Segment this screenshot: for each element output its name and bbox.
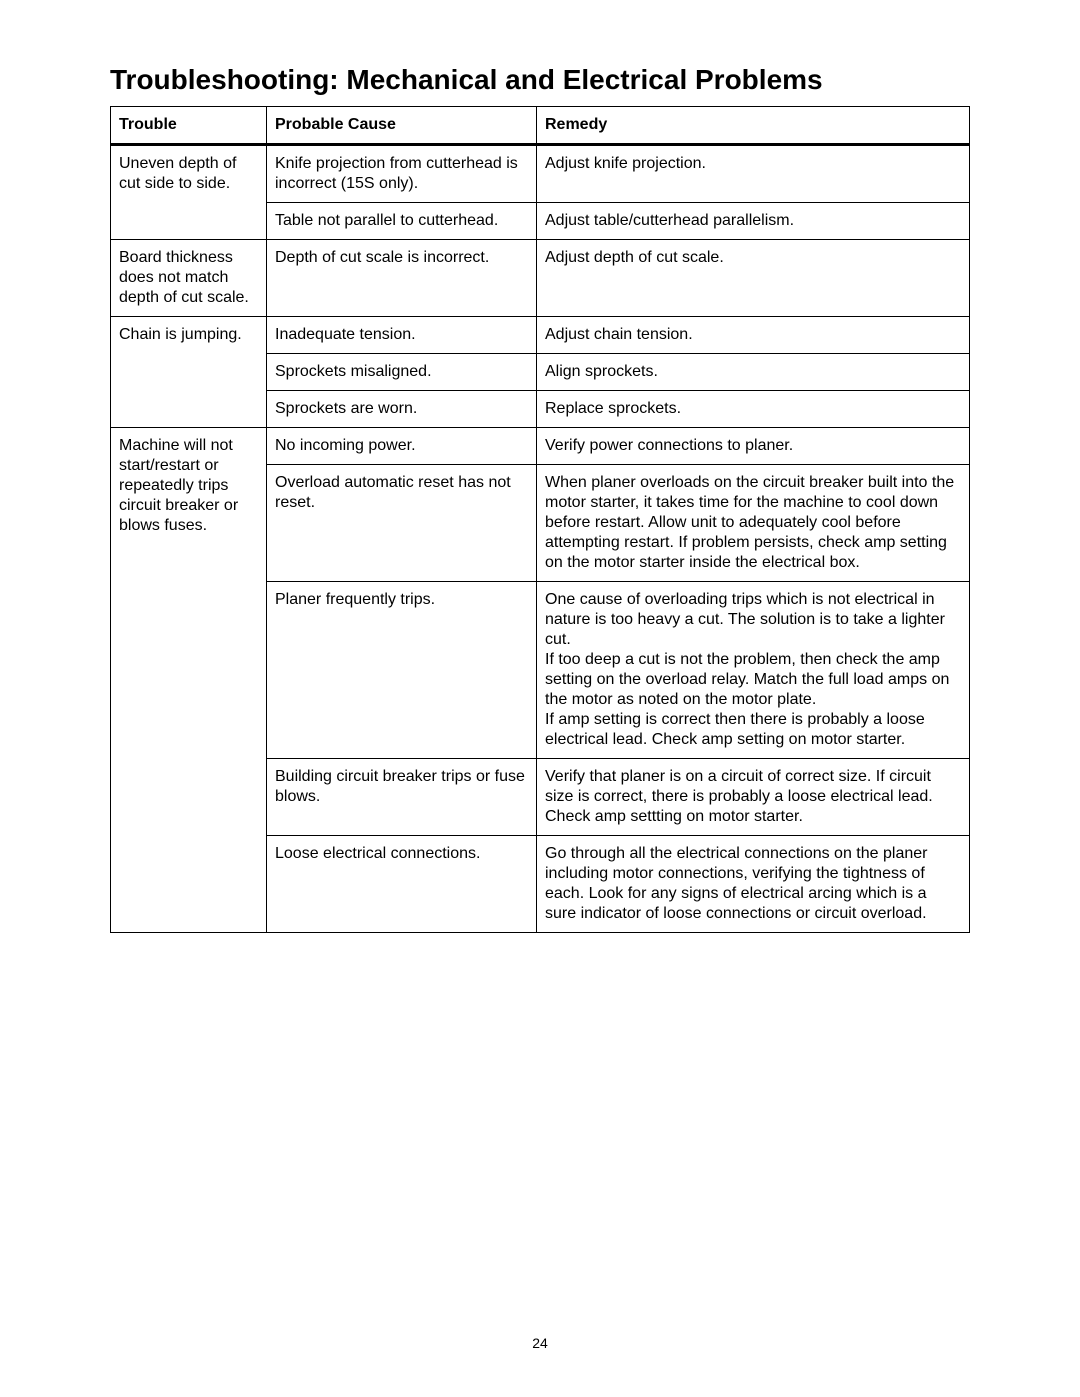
cell-cause: Building circuit breaker trips or fuse b… (267, 759, 537, 836)
col-header-remedy: Remedy (537, 107, 970, 145)
cell-trouble: Uneven depth of cut side to side. (111, 145, 267, 240)
table-row: Chain is jumping.Inadequate tension.Adju… (111, 317, 970, 354)
cell-cause: Depth of cut scale is incorrect. (267, 240, 537, 317)
cell-cause: Sprockets are worn. (267, 391, 537, 428)
cell-trouble: Machine will not start/restart or repeat… (111, 428, 267, 933)
troubleshooting-table: Trouble Probable Cause Remedy Uneven dep… (110, 106, 970, 933)
table-body: Uneven depth of cut side to side.Knife p… (111, 145, 970, 933)
cell-cause: Loose electrical connections. (267, 836, 537, 933)
cell-cause: Overload automatic reset has not reset. (267, 465, 537, 582)
col-header-trouble: Trouble (111, 107, 267, 145)
table-row: Uneven depth of cut side to side.Knife p… (111, 145, 970, 203)
cell-remedy: Adjust depth of cut scale. (537, 240, 970, 317)
page-number: 24 (0, 1335, 1080, 1351)
cell-remedy: One cause of overloading trips which is … (537, 582, 970, 759)
cell-remedy: Go through all the electrical connection… (537, 836, 970, 933)
cell-remedy: Verify that planer is on a circuit of co… (537, 759, 970, 836)
cell-trouble: Chain is jumping. (111, 317, 267, 428)
cell-remedy: Adjust knife projection. (537, 145, 970, 203)
cell-cause: Planer frequently trips. (267, 582, 537, 759)
page-title: Troubleshooting: Mechanical and Electric… (110, 64, 970, 96)
cell-cause: Sprockets misaligned. (267, 354, 537, 391)
cell-remedy: When planer overloads on the circuit bre… (537, 465, 970, 582)
table-header-row: Trouble Probable Cause Remedy (111, 107, 970, 145)
table-row: Machine will not start/restart or repeat… (111, 428, 970, 465)
cell-remedy: Verify power connections to planer. (537, 428, 970, 465)
table-row: Board thickness does not match depth of … (111, 240, 970, 317)
cell-remedy: Adjust chain tension. (537, 317, 970, 354)
cell-cause: Table not parallel to cutterhead. (267, 203, 537, 240)
cell-cause: Knife projection from cutterhead is inco… (267, 145, 537, 203)
cell-remedy: Align sprockets. (537, 354, 970, 391)
cell-trouble: Board thickness does not match depth of … (111, 240, 267, 317)
cell-remedy: Adjust table/cutterhead parallelism. (537, 203, 970, 240)
cell-cause: No incoming power. (267, 428, 537, 465)
cell-remedy: Replace sprockets. (537, 391, 970, 428)
col-header-cause: Probable Cause (267, 107, 537, 145)
cell-cause: Inadequate tension. (267, 317, 537, 354)
document-page: Troubleshooting: Mechanical and Electric… (0, 0, 1080, 1397)
